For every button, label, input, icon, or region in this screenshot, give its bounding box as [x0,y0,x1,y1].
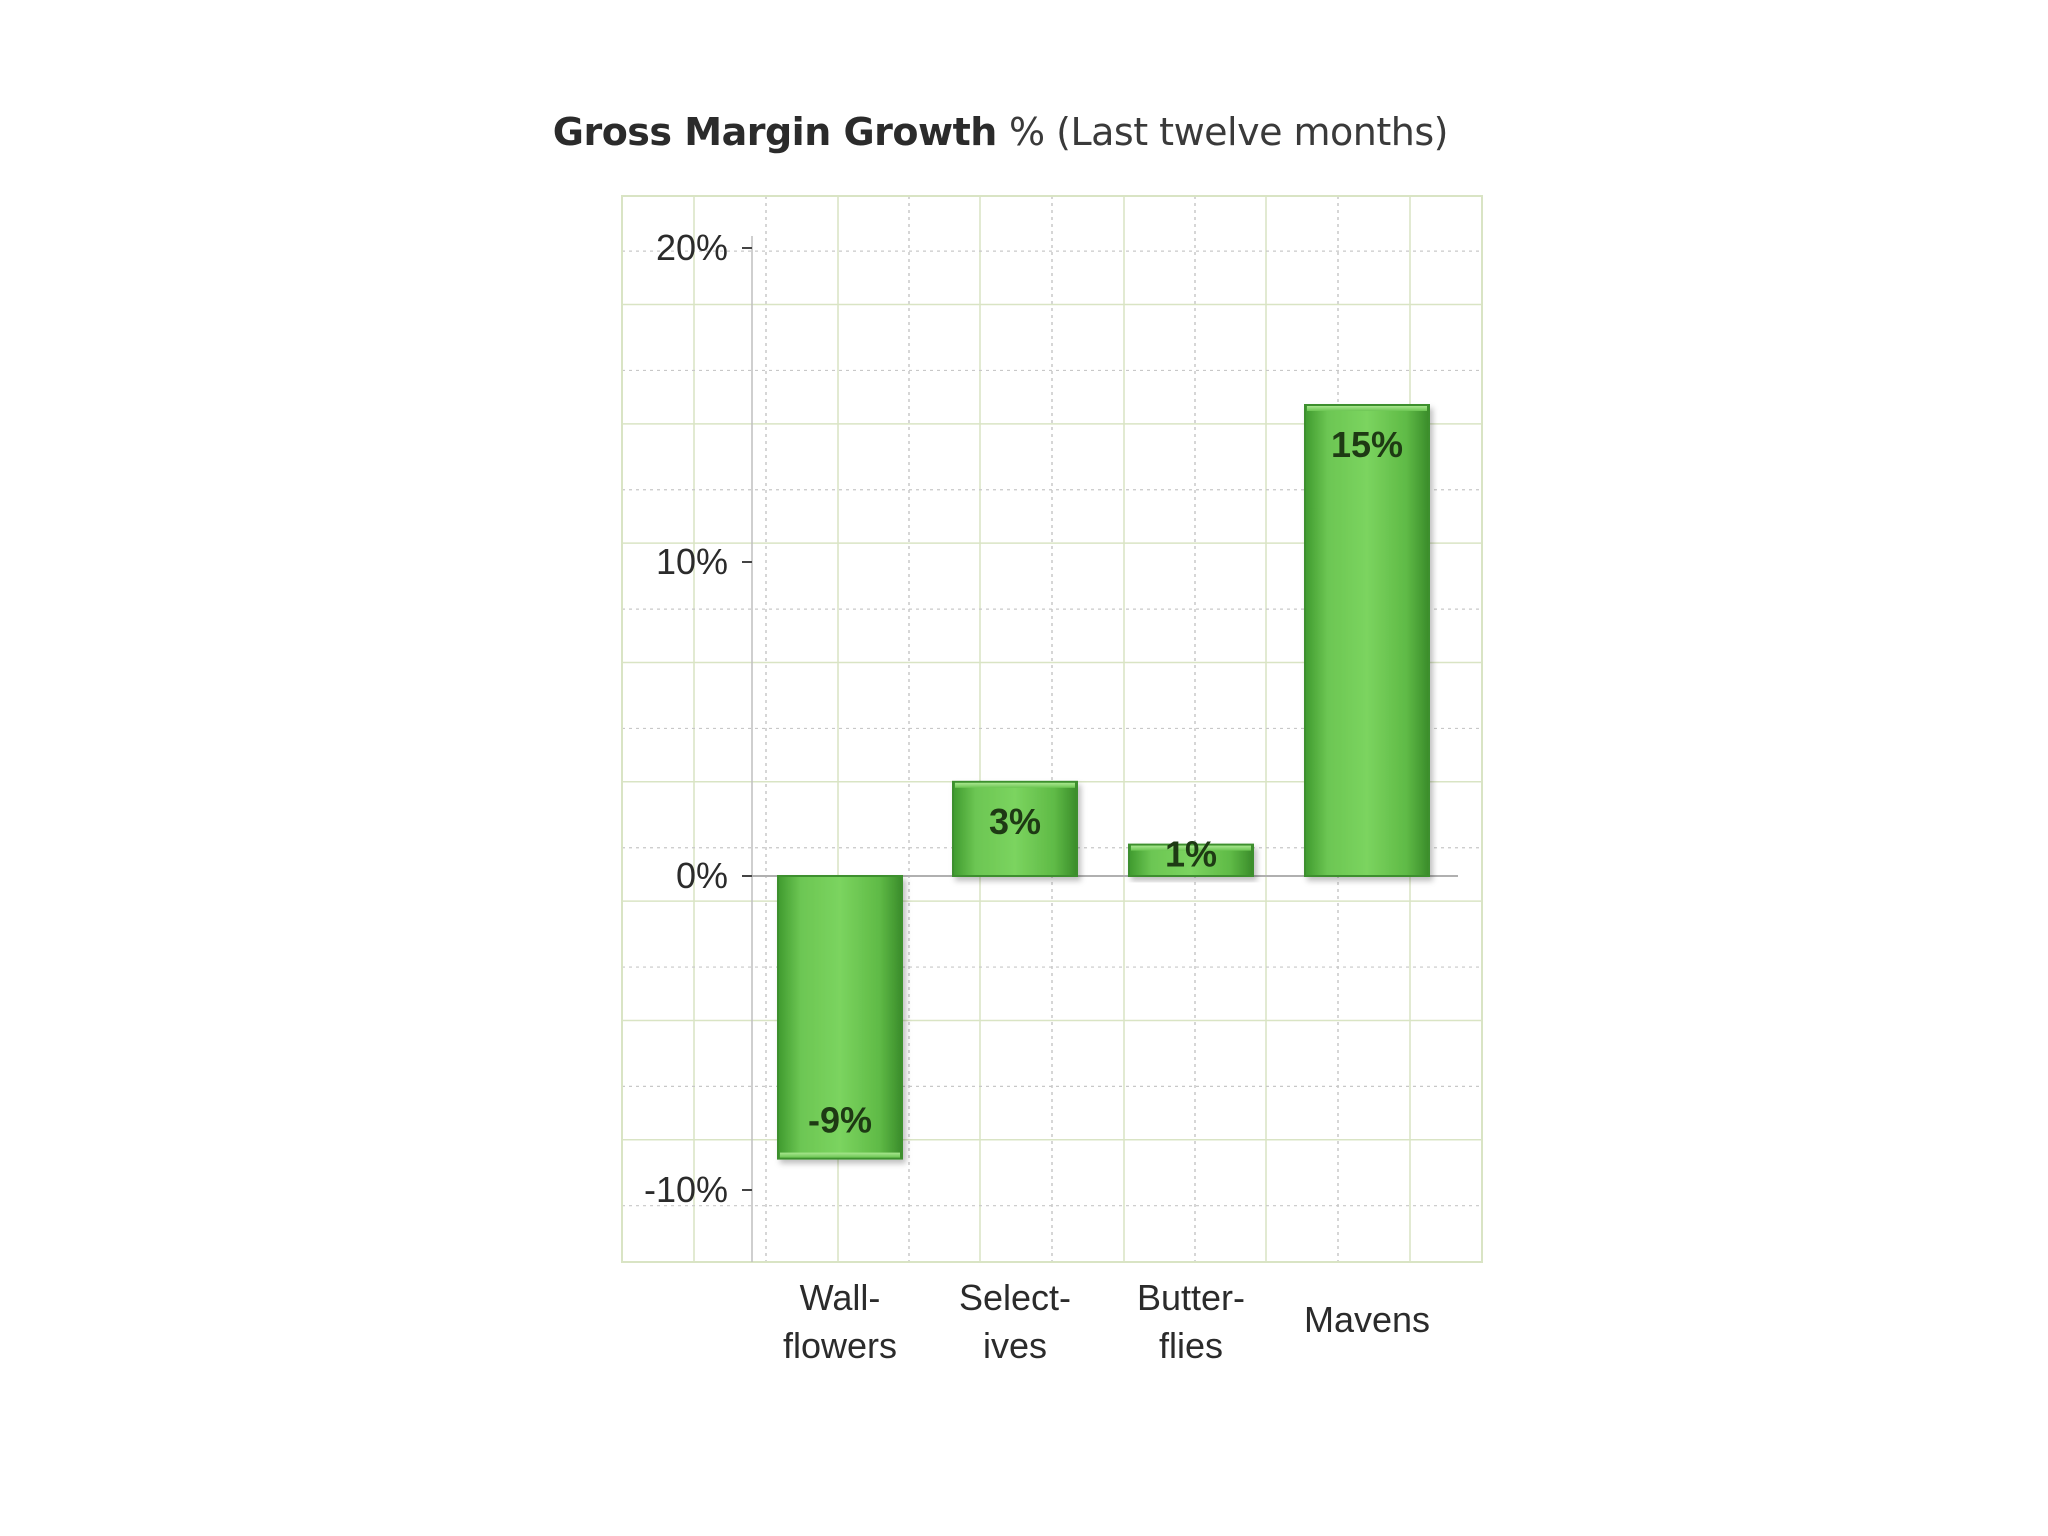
bar [777,875,903,1160]
category-label: Wall- [800,1277,881,1318]
y-tick-label: -10% [644,1169,728,1210]
bar-group [1128,843,1254,877]
bar-data-label: 1% [1165,834,1217,875]
bar-highlight [955,782,1075,788]
bar-group [1304,404,1430,877]
category-label: flowers [783,1325,897,1366]
bar-data-label: 15% [1331,424,1403,465]
plot-frame [621,195,1483,1263]
y-tick-label: 0% [676,855,728,896]
category-label: ives [983,1325,1047,1366]
bar-data-label: -9% [808,1100,872,1141]
chart-title-rest: % (Last twelve months) [1008,110,1449,154]
category-label: Butter- [1137,1277,1245,1318]
bar-group [777,875,903,1160]
bar [952,780,1078,877]
category-label: flies [1159,1325,1223,1366]
grid [621,195,1483,1263]
bar-group [952,780,1078,877]
labels: 20% 10% 0% -10% -9% Wall-flowers 3% Select-ives… [644,227,1430,1366]
bar [1304,404,1430,877]
bar-highlight [780,1152,900,1158]
bars [777,404,1430,1160]
y-tick-label: 20% [656,227,728,268]
y-tick-label: 10% [656,541,728,582]
category-label: Mavens [1304,1299,1430,1340]
bar-highlight [1307,406,1427,411]
bar-data-label: 3% [989,801,1041,842]
bar-highlight [1131,845,1251,851]
category-label: Select- [959,1277,1071,1318]
chart-title: Gross Margin Growth % (Last twelve month… [0,110,1449,154]
chart-title-bold: Gross Margin Growth [552,110,998,154]
